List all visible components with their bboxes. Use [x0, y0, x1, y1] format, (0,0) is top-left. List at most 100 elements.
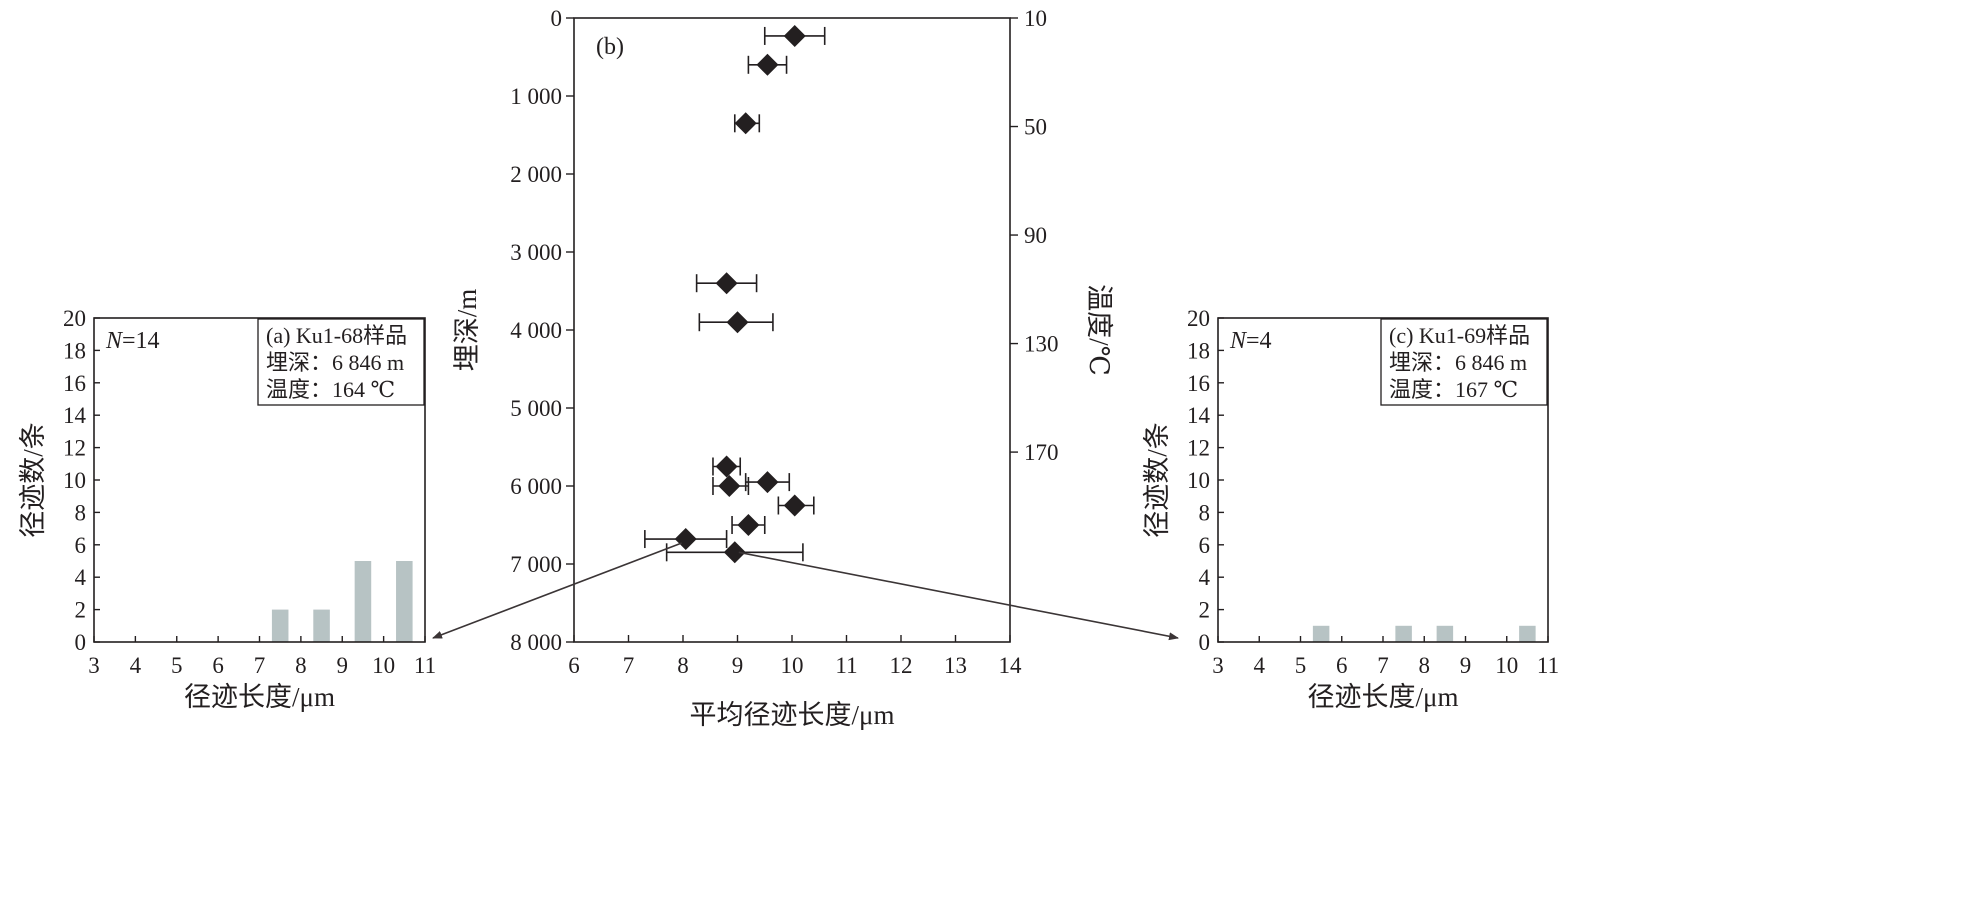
y2-tick-label: 90 — [1024, 223, 1047, 248]
sample-title: (a) Ku1-68样品 — [266, 323, 407, 348]
chart-b: 6 7 8 9 10 11 12 13 14 0 1 000 2 000 3 000 4 000 5 000… — [452, 6, 1114, 730]
y2-tick-label: 130 — [1024, 332, 1059, 357]
y-tick-label: 20 — [1187, 306, 1210, 331]
sample-temperature: 温度：167 ℃ — [1389, 377, 1518, 402]
x-tick-label: 10 — [781, 653, 804, 678]
y-tick-label: 8 — [75, 500, 87, 525]
chart-c: 3 4 5 6 7 8 9 10 11 0 2 4 6 8 10 12 14 16 18 20 径迹长度/μm 径迹数/条… — [1142, 306, 1559, 712]
x-tick-label: 10 — [372, 653, 395, 678]
histogram-bar — [396, 561, 413, 642]
info-box — [257, 318, 425, 406]
arrow-to-chart-a — [432, 542, 683, 639]
x-tick-label: 9 — [732, 653, 744, 678]
data-point — [715, 455, 738, 478]
x-tick-label: 8 — [677, 653, 689, 678]
n-count-value: =14 — [122, 328, 160, 354]
y-axis-label: 径迹数/条 — [18, 422, 48, 538]
x-tick-label: 4 — [130, 653, 142, 678]
y-tick-label: 16 — [63, 371, 86, 396]
x-tick-label: 10 — [1495, 653, 1518, 678]
y-tick-label: 18 — [63, 338, 86, 363]
x-tick-label: 8 — [295, 653, 307, 678]
y-tick-label: 2 — [1199, 598, 1211, 623]
data-point — [723, 541, 746, 564]
data-point — [783, 24, 806, 47]
y-tick-label: 2 000 — [510, 162, 562, 187]
x-tick-label: 5 — [171, 653, 183, 678]
n-count-symbol: N — [1229, 328, 1248, 354]
panel-label: (b) — [596, 34, 624, 60]
data-point — [726, 311, 749, 334]
y-tick-label: 0 — [551, 6, 563, 31]
x-axis-label: 径迹长度/μm — [184, 682, 335, 712]
y-tick-label: 6 000 — [510, 474, 562, 499]
arrow-to-chart-c — [738, 551, 1179, 641]
x-tick-label: 14 — [999, 653, 1023, 678]
x-tick-label: 6 — [568, 653, 580, 678]
x-tick-label: 7 — [1377, 653, 1389, 678]
data-point — [715, 272, 738, 295]
y-tick-label: 14 — [63, 403, 87, 428]
y2-tick-label: 50 — [1024, 115, 1047, 140]
y2-axis-label: 温度/℃ — [1084, 284, 1114, 376]
x-tick-label: 12 — [890, 653, 913, 678]
x-tick-label: 3 — [1212, 653, 1224, 678]
y-axis-label: 埋深/m — [452, 289, 482, 372]
data-point — [783, 494, 806, 517]
y-tick-label: 3 000 — [510, 240, 562, 265]
histogram-bar — [1519, 625, 1536, 642]
y-tick-label: 10 — [63, 468, 86, 493]
x-tick-label: 13 — [944, 653, 967, 678]
y-axis-label: 径迹数/条 — [1142, 422, 1172, 538]
n-count-symbol: N — [105, 328, 124, 354]
y-tick-label: 4 000 — [510, 318, 562, 343]
y-tick-label: 4 — [75, 565, 87, 590]
x-tick-label: 7 — [623, 653, 635, 678]
y2-tick-label: 170 — [1024, 440, 1059, 465]
x-tick-label: 5 — [1295, 653, 1307, 678]
x-tick-label: 11 — [1537, 653, 1559, 678]
sample-depth: 埋深：6 846 m — [1389, 350, 1527, 375]
x-tick-label: 11 — [835, 653, 857, 678]
y-tick-label: 20 — [63, 306, 86, 331]
y2-tick-label: 10 — [1024, 6, 1047, 31]
x-tick-label: 3 — [88, 653, 100, 678]
n-count-label: N=4 — [1229, 328, 1272, 354]
x-axis-label: 平均径迹长度/μm — [690, 700, 895, 730]
connector-arrows — [432, 542, 1179, 641]
y-tick-label: 2 — [75, 598, 87, 623]
histogram-bar — [1312, 625, 1330, 642]
x-tick-label: 6 — [212, 653, 224, 678]
x-tick-label: 4 — [1254, 653, 1266, 678]
n-count-value: =4 — [1246, 328, 1272, 354]
y-tick-label: 6 — [1199, 533, 1211, 558]
x-axis-label: 径迹长度/μm — [1308, 682, 1459, 712]
x-tick-label: 9 — [1460, 653, 1472, 678]
x-tick-label: 9 — [337, 653, 349, 678]
y-tick-label: 18 — [1187, 338, 1210, 363]
data-point — [674, 528, 697, 551]
sample-depth: 埋深：6 846 m — [266, 350, 404, 375]
y-tick-label: 6 — [75, 533, 87, 558]
chart-a: 3 4 5 6 7 8 9 10 11 0 2 4 6 8 10 12 14 16 18 20 径迹长度/μm 径迹数/条… — [18, 306, 436, 712]
x-tick-label: 11 — [414, 653, 436, 678]
data-point — [718, 475, 741, 497]
x-tick-label: 6 — [1336, 653, 1348, 678]
y-tick-label: 16 — [1187, 371, 1210, 396]
plot-frame — [573, 17, 1011, 643]
data-point — [734, 112, 757, 135]
y-tick-label: 5 000 — [510, 396, 562, 421]
y-tick-label: 8 000 — [510, 630, 562, 655]
x-tick-label: 7 — [254, 653, 266, 678]
y-tick-label: 10 — [1187, 468, 1210, 493]
data-point — [756, 471, 779, 494]
data-point — [756, 53, 779, 76]
y-tick-label: 0 — [75, 630, 87, 655]
y-tick-label: 12 — [1187, 436, 1210, 461]
y-tick-label: 4 — [1199, 565, 1211, 590]
y-tick-label: 14 — [1187, 403, 1211, 428]
y-tick-label: 0 — [1199, 630, 1211, 655]
x-tick-label: 8 — [1419, 653, 1431, 678]
histogram-bar — [1436, 625, 1454, 642]
